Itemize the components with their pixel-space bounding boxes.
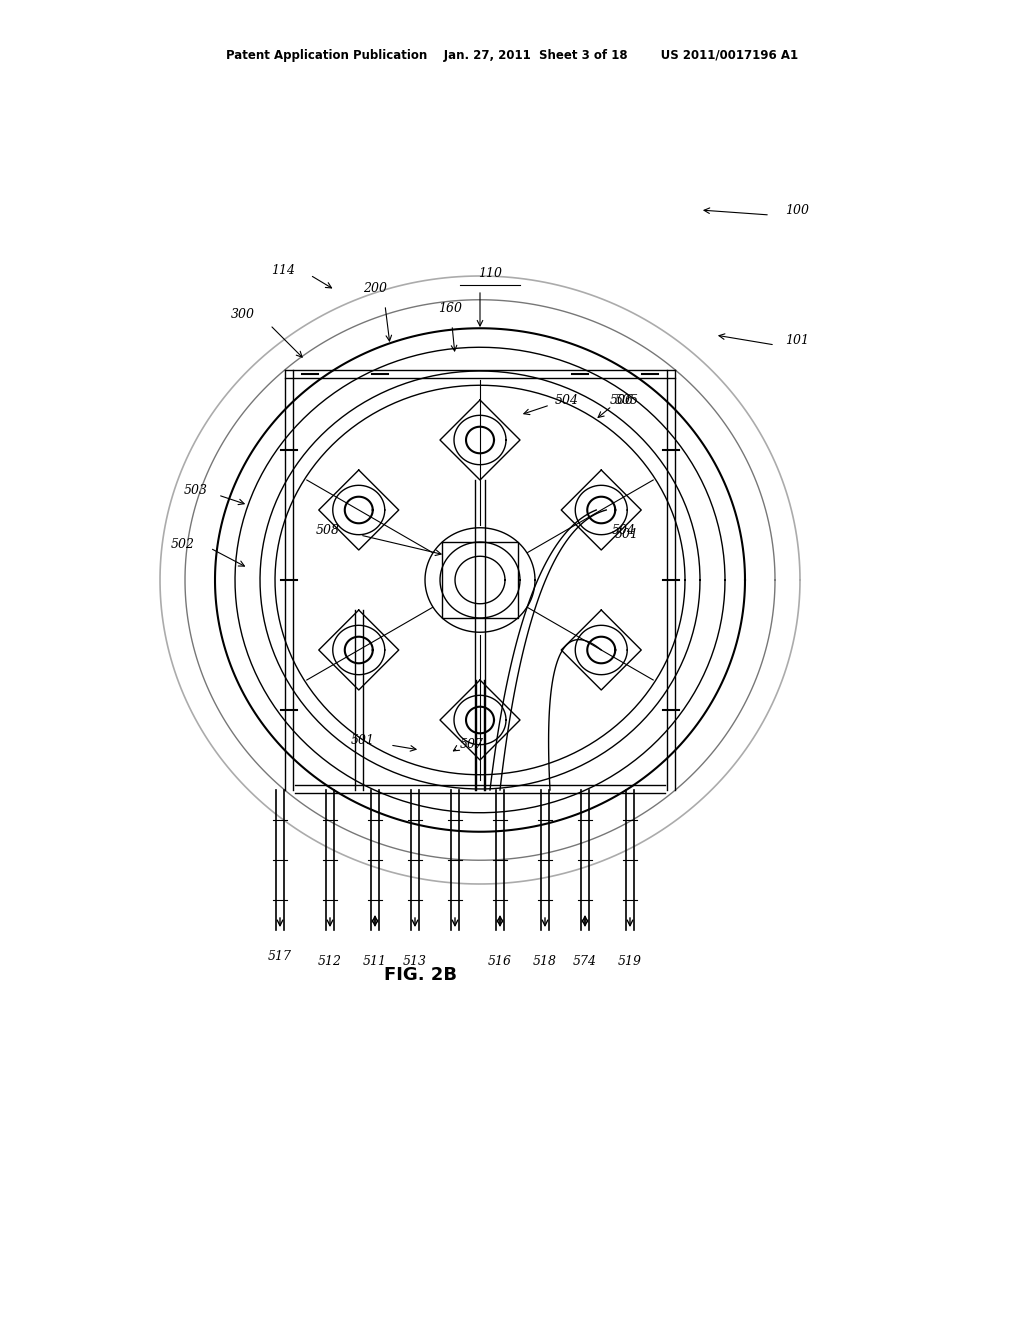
Text: 512: 512	[318, 954, 342, 968]
Text: 518: 518	[534, 954, 557, 968]
Text: 519: 519	[618, 954, 642, 968]
Text: 574: 574	[573, 954, 597, 968]
Text: 200: 200	[362, 282, 387, 294]
Text: 160: 160	[438, 302, 462, 315]
Text: 501: 501	[615, 528, 639, 541]
Text: Patent Application Publication    Jan. 27, 2011  Sheet 3 of 18        US 2011/00: Patent Application Publication Jan. 27, …	[226, 49, 798, 62]
Text: 517: 517	[268, 950, 292, 964]
Text: 504: 504	[612, 524, 636, 536]
Text: 508: 508	[316, 524, 340, 536]
Text: 101: 101	[785, 334, 809, 346]
Text: 513: 513	[403, 954, 427, 968]
Text: 501: 501	[351, 734, 375, 747]
Text: 505: 505	[615, 393, 639, 407]
Text: 511: 511	[362, 954, 387, 968]
Text: 516: 516	[488, 954, 512, 968]
Text: 502: 502	[171, 539, 195, 552]
Text: 504: 504	[555, 393, 579, 407]
Text: 506: 506	[610, 393, 634, 407]
Text: 507: 507	[460, 738, 484, 751]
Text: FIG. 2B: FIG. 2B	[384, 966, 457, 983]
Text: 503: 503	[184, 483, 208, 496]
Text: 100: 100	[785, 203, 809, 216]
Text: 300: 300	[231, 309, 255, 322]
Text: 114: 114	[271, 264, 295, 276]
Text: 110: 110	[478, 267, 502, 280]
